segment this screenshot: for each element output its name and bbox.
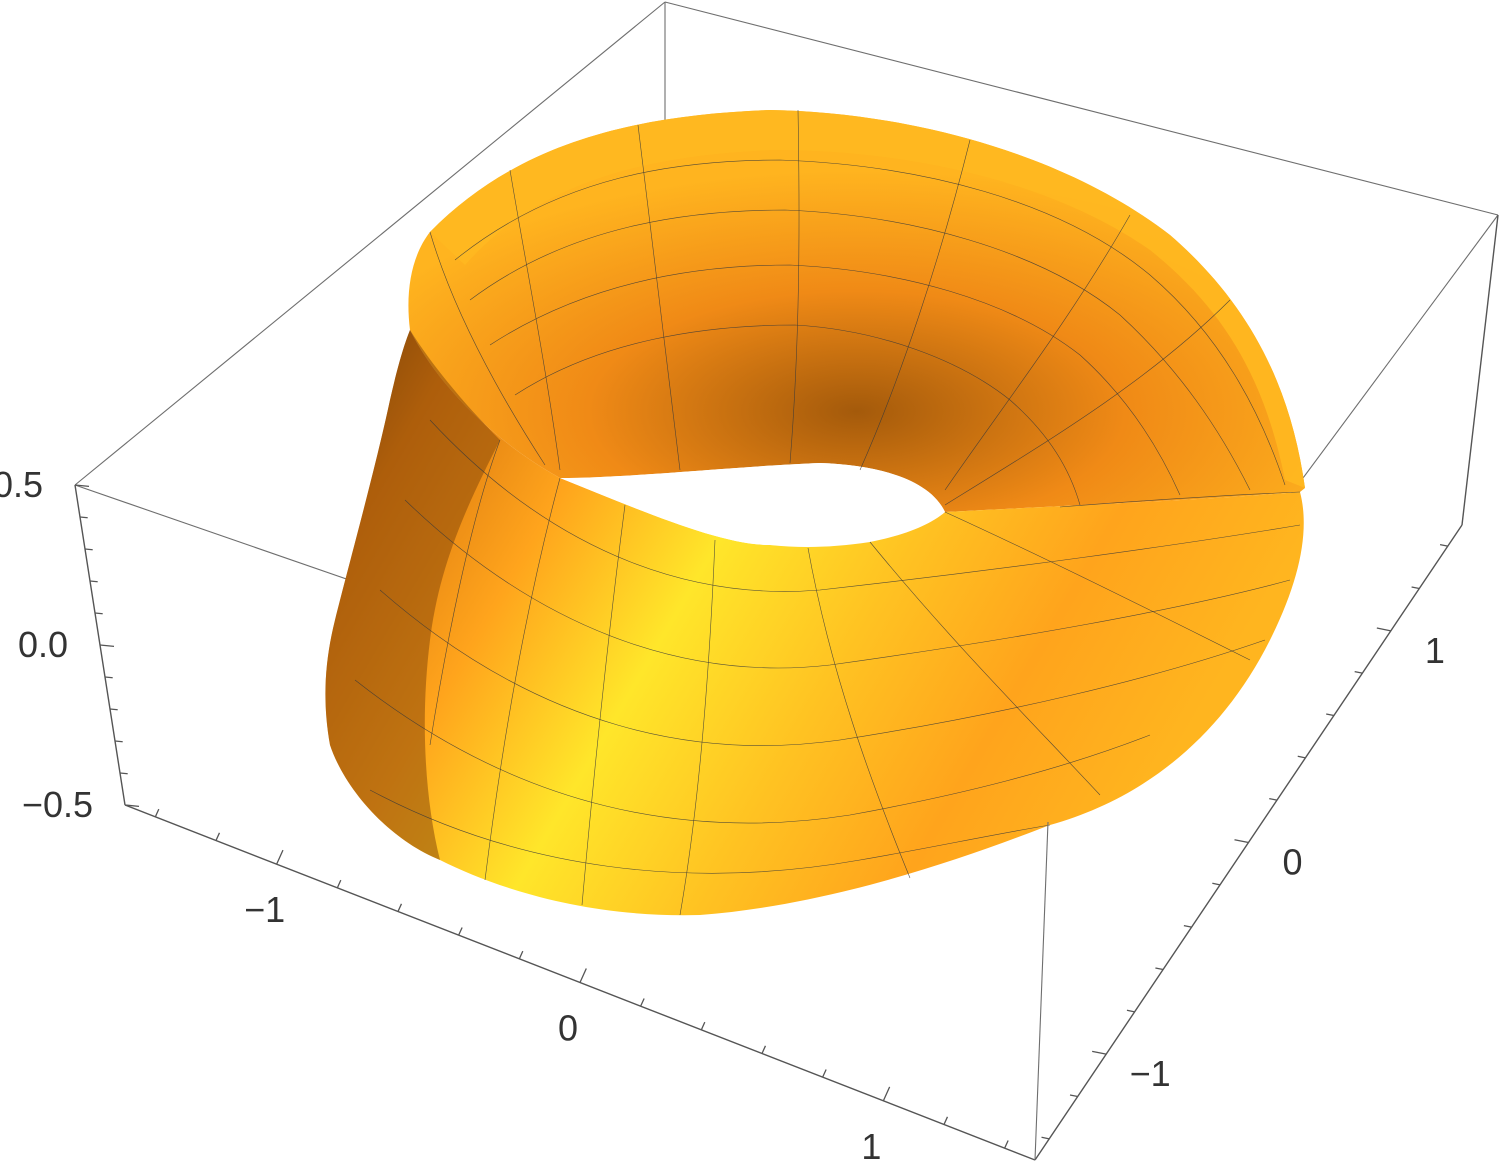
z-axis-tick — [89, 580, 98, 583]
z-axis-tick — [74, 484, 90, 488]
y-axis-tick-label: −1 — [1130, 1053, 1171, 1094]
x-axis-tick — [761, 1045, 767, 1054]
x-axis-tick-label: −1 — [244, 889, 285, 930]
y-axis-tick — [1126, 1009, 1135, 1013]
y-axis-tick — [1234, 839, 1249, 844]
x-axis-tick — [640, 998, 645, 1007]
y-axis-tick-label: 1 — [1425, 630, 1445, 671]
z-axis-tick-label: 0.0 — [18, 624, 68, 665]
surface-front-band — [325, 330, 1304, 916]
z-axis-tick — [104, 676, 113, 679]
z-axis-tick — [84, 548, 93, 551]
surface-mesh-lines — [354, 109, 1301, 916]
surface-left-shadow — [325, 330, 500, 860]
z-axis-tick — [119, 772, 128, 775]
mobius-strip-surface — [325, 109, 1305, 916]
z-axis-tick-label: −0.5 — [22, 784, 93, 825]
surface-hole — [560, 463, 945, 547]
box-edge-top-left — [74, 1, 666, 486]
y-axis-tick — [1269, 797, 1278, 801]
x-axis-tick — [943, 1116, 949, 1125]
x-axis-tick — [336, 879, 342, 889]
x-axis-tick-label: 0 — [558, 1008, 578, 1049]
z-axis-tick — [114, 740, 123, 743]
x-axis-tick — [215, 832, 221, 841]
axis-ticks — [74, 484, 1448, 1149]
z-axis-tick — [79, 516, 88, 519]
z-axis-tick — [124, 804, 140, 808]
y-axis-tick — [1212, 882, 1221, 886]
z-axis-tick-label: 0.5 — [0, 464, 43, 505]
x-axis-tick — [397, 903, 403, 912]
x-axis-tick-label: 1 — [861, 1126, 881, 1164]
z-axis-tick — [99, 644, 115, 648]
x-axis-tick — [154, 808, 160, 818]
y-axis-tick — [1411, 586, 1420, 590]
y-axis-tick — [1354, 670, 1363, 674]
y-axis-tick — [1155, 967, 1164, 971]
axis-tick-labels: −1 0 1 −1 0 1 −0.5 0.0 0.5 — [0, 464, 1445, 1164]
x-axis-tick — [882, 1086, 891, 1102]
surface-back-rim — [430, 110, 1305, 488]
y-axis-tick — [1041, 1136, 1050, 1140]
y-axis-tick — [1092, 1050, 1107, 1055]
x-axis-tick — [700, 1021, 706, 1031]
x-axis-tick — [518, 950, 524, 960]
y-axis-tick — [1069, 1094, 1078, 1098]
x-axis-tick — [822, 1069, 827, 1078]
z-axis-tick — [94, 612, 103, 615]
x-axis-tick — [458, 927, 463, 936]
y-axis-tick-label: 0 — [1282, 842, 1302, 883]
z-axis-tick — [109, 708, 118, 711]
box-edge-right-vertical — [1461, 214, 1499, 526]
box-edge-front-vertical — [1034, 821, 1049, 1161]
y-axis-tick — [1297, 755, 1306, 759]
y-axis-tick — [1183, 924, 1192, 928]
x-axis-tick — [1004, 1140, 1009, 1149]
x-axis-tick — [276, 849, 284, 865]
x-axis-tick — [579, 968, 587, 983]
box-edge-top-back — [664, 1, 1499, 216]
y-axis-tick — [1439, 543, 1448, 547]
y-axis-tick — [1376, 627, 1391, 632]
y-axis-tick — [1326, 713, 1335, 717]
